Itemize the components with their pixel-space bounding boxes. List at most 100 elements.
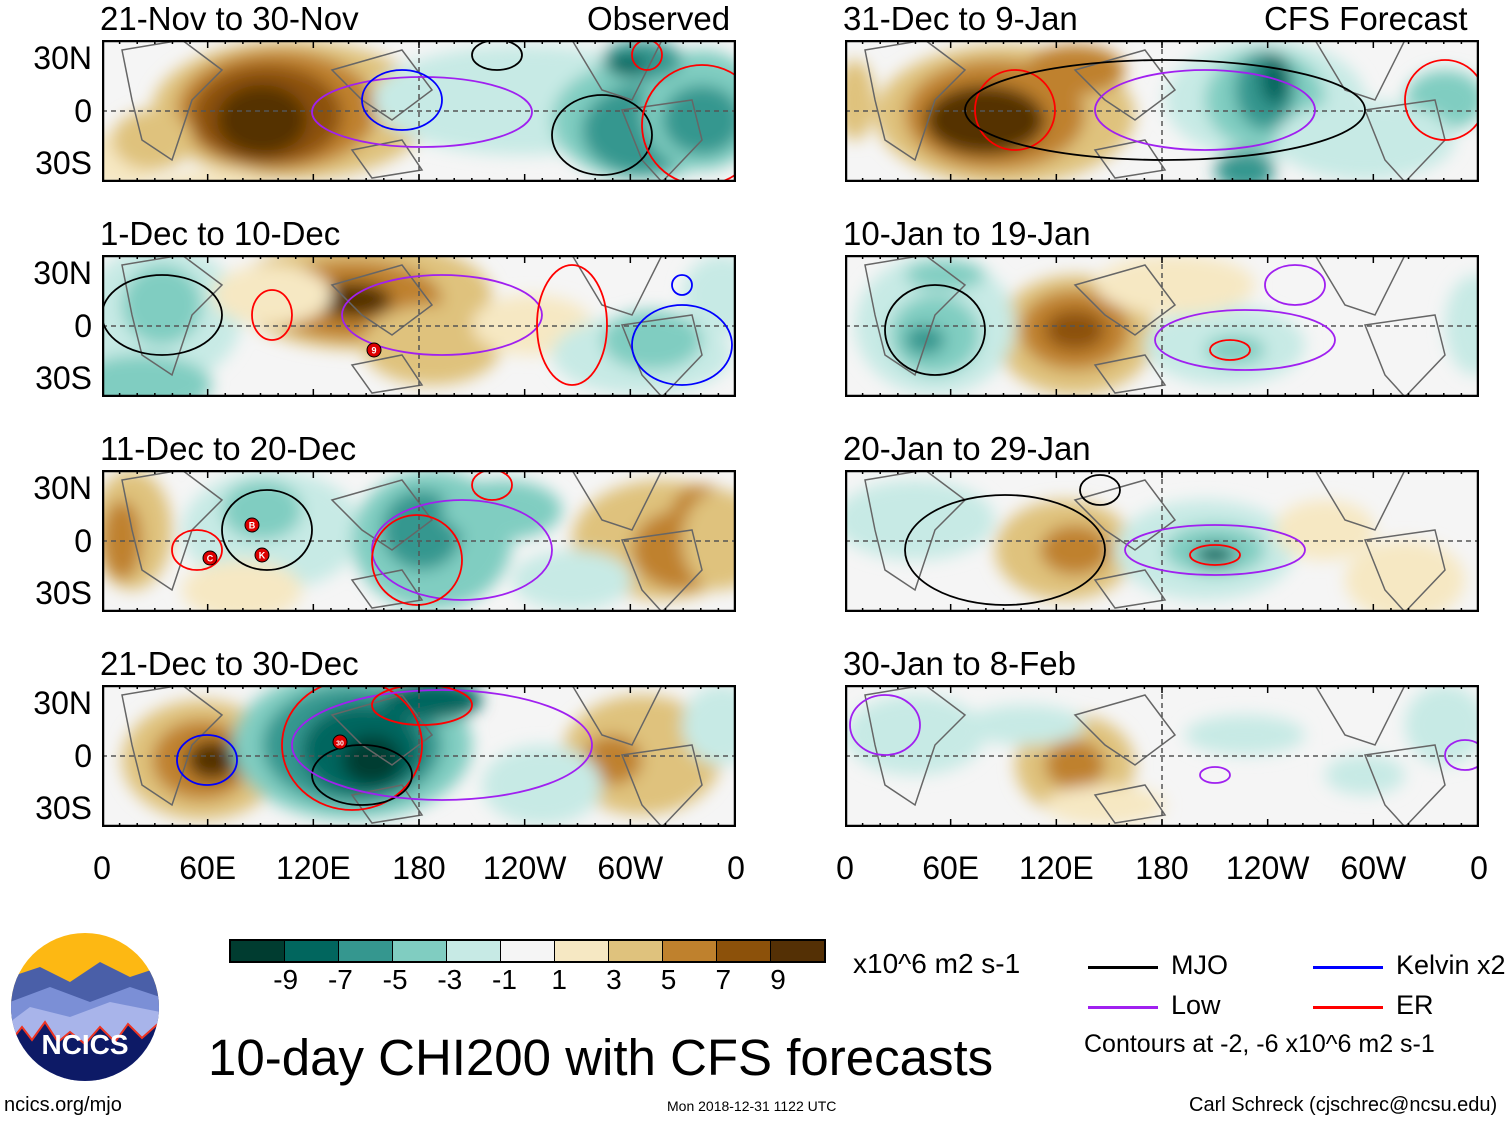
contour-er	[631, 40, 663, 71]
contour-er	[641, 64, 736, 182]
contour-l	[1154, 309, 1336, 371]
colorbar-swatch	[447, 941, 501, 961]
y-tick-label: 30S	[35, 145, 92, 181]
coastline	[620, 744, 703, 827]
contour-er	[1209, 339, 1251, 361]
coastline	[571, 255, 663, 316]
anomaly-region	[112, 110, 192, 170]
contour-l	[1199, 766, 1231, 784]
coastline	[620, 314, 703, 397]
coastline	[864, 685, 967, 807]
panel-title: 31-Dec to 9-Jan	[843, 0, 1078, 37]
storm-marker-icon[interactable]: 9	[366, 342, 382, 358]
anomaly-region	[482, 745, 602, 825]
anomaly-region	[662, 85, 736, 155]
coastline	[1093, 784, 1167, 824]
colorbar-label: -5	[382, 964, 408, 995]
anomaly-region	[1045, 740, 1105, 790]
footer-url[interactable]: ncics.org/mjo	[4, 1094, 122, 1116]
map-panel-right3	[845, 685, 1479, 827]
legend-label: Kelvin x2	[1396, 950, 1506, 980]
contour-mjo	[311, 744, 413, 806]
contour-l	[371, 499, 553, 601]
coastline	[571, 40, 663, 101]
ncics-logo: NCICS	[10, 932, 160, 1082]
contour-er	[281, 685, 423, 811]
y-tick-label: 30N	[33, 255, 92, 291]
colorbar-label: -9	[273, 964, 299, 995]
contour-l	[1444, 739, 1479, 771]
x-tick-label: 120W	[1225, 850, 1310, 886]
coastline	[330, 479, 434, 551]
colorbar-label: 9	[770, 964, 786, 995]
y-tick-label: 0	[74, 523, 92, 559]
x-tick-label: 0	[727, 850, 745, 886]
colorbar-swatch	[555, 941, 609, 961]
storm-marker-icon[interactable]: K	[254, 547, 270, 563]
contours-note: Contours at -2, -6 x10^6 m2 s-1	[1084, 1030, 1435, 1058]
anomaly-region	[905, 260, 985, 290]
coastline	[330, 694, 434, 766]
coastline	[1363, 744, 1446, 827]
anomaly-region	[1345, 540, 1465, 612]
storm-marker-icon[interactable]: C	[202, 550, 218, 566]
colorbar-swatch	[771, 941, 824, 961]
contour-k	[671, 274, 693, 296]
coastline	[1314, 470, 1406, 531]
y-tick-label: 0	[74, 738, 92, 774]
anomaly-region	[1205, 335, 1265, 365]
contour-er	[974, 69, 1056, 151]
contour-mjo	[904, 494, 1106, 606]
contour-mjo	[471, 40, 523, 71]
svg-text:30: 30	[336, 741, 344, 748]
anomaly-region	[212, 265, 332, 325]
logo-text: NCICS	[41, 1029, 128, 1060]
observed-label: Observed	[587, 0, 731, 37]
coastline	[121, 470, 224, 592]
panel-title: 10-Jan to 19-Jan	[843, 215, 1091, 252]
anomaly-region	[102, 500, 142, 580]
footer-timestamp: Mon 2018-12-31 1122 UTC	[667, 1098, 837, 1114]
anomaly-region	[157, 170, 267, 182]
coastline	[864, 255, 967, 377]
panel-title: 21-Dec to 30-Dec	[100, 645, 359, 682]
y-tick-label: 30N	[33, 685, 92, 721]
contour-mjo	[1079, 474, 1121, 506]
contour-l	[341, 274, 543, 356]
forecast-label: CFS Forecast	[1264, 0, 1468, 37]
anomaly-region	[1195, 545, 1235, 565]
contour-l	[1094, 69, 1316, 151]
svg-text:B: B	[249, 521, 256, 531]
coastline	[1363, 99, 1446, 182]
coastline	[1073, 479, 1177, 551]
coastline	[1093, 569, 1167, 609]
anomaly-region	[602, 310, 702, 370]
contour-l	[311, 76, 533, 148]
map-panel-right0	[845, 40, 1479, 182]
storm-marker-icon[interactable]: B	[244, 517, 260, 533]
storm-marker-icon[interactable]: 30	[332, 734, 348, 750]
coastline	[864, 40, 967, 162]
contour-er	[251, 289, 293, 341]
colorbar-label: 5	[660, 964, 677, 995]
x-tick-label: 180	[1135, 850, 1189, 886]
legend-line-er	[1313, 1006, 1383, 1009]
coastline	[330, 49, 434, 121]
legend-line-kelvin-x2	[1313, 966, 1383, 969]
x-tick-label: 60W	[1340, 850, 1407, 886]
coastline	[864, 470, 967, 592]
anomaly-region	[512, 550, 632, 610]
anomaly-region	[382, 685, 482, 720]
contour-er	[1189, 544, 1241, 566]
contour-mjo	[884, 284, 986, 376]
panel-title: 1-Dec to 10-Dec	[100, 215, 341, 252]
panel-title: 11-Dec to 20-Dec	[100, 430, 357, 467]
colorbar-label: 3	[606, 964, 622, 995]
panel-title: 21-Nov to 30-Nov	[100, 0, 359, 37]
anomaly-region	[342, 735, 402, 785]
anomaly-region	[682, 490, 736, 590]
map-panel-right1	[845, 255, 1479, 397]
coastline	[121, 40, 224, 162]
contour-k	[176, 734, 238, 786]
x-tick-label: 0	[93, 850, 111, 886]
